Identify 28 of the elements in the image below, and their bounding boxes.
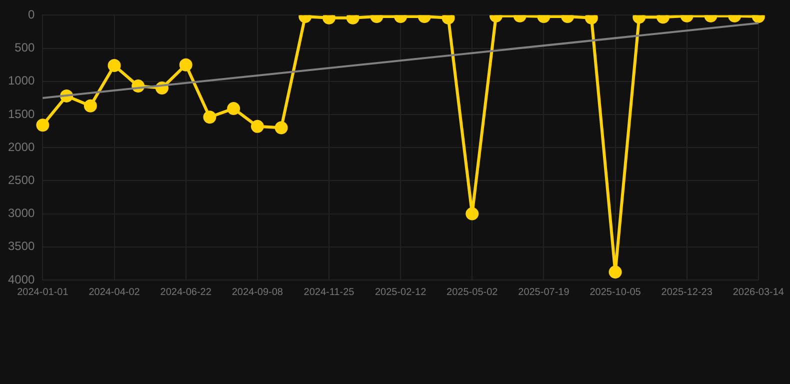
- point: [36, 118, 50, 132]
- point: [274, 121, 288, 134]
- x-tick-label: 2024-09-08: [232, 286, 284, 298]
- y-tick-label: 3000: [8, 206, 36, 220]
- x-tick-label: 2024-04-02: [88, 286, 140, 298]
- x-tick-label: 2024-01-01: [17, 286, 69, 298]
- point: [179, 58, 192, 72]
- y-tick-label: 2500: [8, 173, 36, 188]
- point: [108, 59, 121, 72]
- point: [203, 110, 216, 124]
- x-tick-label: 2025-02-12: [374, 286, 427, 298]
- y-tick-label: 1000: [8, 74, 36, 88]
- point: [250, 120, 264, 133]
- y-tick-label: 1500: [8, 106, 36, 121]
- x-tick-label: 2024-06-22: [160, 286, 212, 298]
- y-tick-label: 4000: [8, 272, 36, 286]
- x-tick-label: 2025-07-19: [518, 286, 570, 298]
- x-tick-label: 2026-03-14: [732, 286, 784, 298]
- y-tick-label: 3500: [8, 239, 36, 254]
- point: [227, 102, 240, 116]
- x-tick-label: 2025-10-05: [590, 286, 642, 298]
- point: [84, 99, 97, 112]
- x-tick-label: 2025-12-23: [661, 286, 713, 298]
- x-tick-label: 2025-05-02: [446, 286, 498, 298]
- y-tick-label: 500: [14, 40, 36, 55]
- x-tick-label: 2024-11-25: [304, 286, 355, 298]
- y-tick-label: 2000: [8, 140, 36, 154]
- y-tick-label: 0: [28, 8, 36, 22]
